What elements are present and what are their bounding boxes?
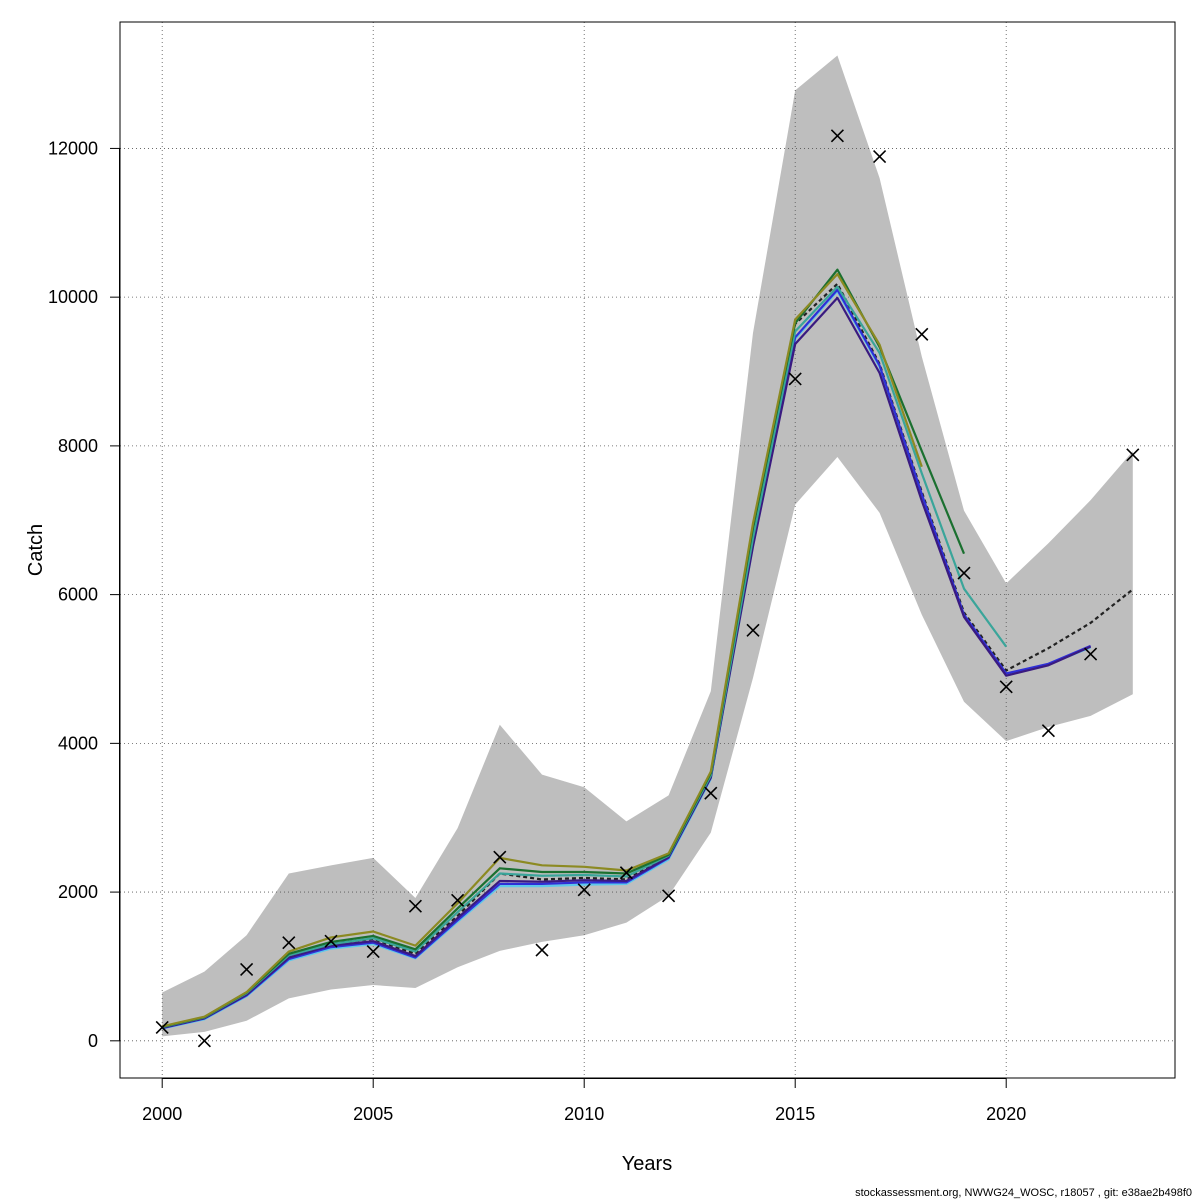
observed-point — [873, 150, 887, 164]
confidence-band-layer — [162, 55, 1133, 1037]
x-tick-label: 2000 — [142, 1104, 182, 1124]
observed-point — [830, 129, 844, 143]
observed-point — [957, 566, 971, 580]
confidence-band — [162, 55, 1133, 1037]
series-line-3 — [161, 288, 1092, 1030]
series-layer — [161, 268, 1134, 1030]
observed-point — [324, 934, 338, 948]
observed-point — [1126, 448, 1140, 462]
observed-point — [999, 680, 1013, 694]
y-tick-label: 2000 — [58, 882, 98, 902]
observed-point — [662, 889, 676, 903]
y-tick-label: 12000 — [48, 138, 98, 158]
series-line-4 — [161, 296, 1092, 1029]
observed-point — [155, 1020, 169, 1034]
observed-point — [282, 936, 296, 950]
y-tick-label: 8000 — [58, 436, 98, 456]
observed-point — [366, 945, 380, 959]
observed-point — [493, 850, 507, 864]
observed-points-layer — [155, 129, 1140, 1048]
x-tick-label: 2020 — [986, 1104, 1026, 1124]
footer-credit: stockassessment.org, NWWG24_WOSC, r18057… — [855, 1187, 1192, 1199]
observed-point — [788, 372, 802, 386]
series-line-7 — [161, 273, 923, 1028]
y-tick-label: 4000 — [58, 733, 98, 753]
observed-point — [197, 1034, 211, 1048]
observed-point — [915, 327, 929, 341]
y-tick-label: 10000 — [48, 287, 98, 307]
observed-point — [577, 883, 591, 897]
observed-point — [619, 866, 633, 880]
observed-point — [408, 899, 422, 913]
x-tick-label: 2010 — [564, 1104, 604, 1124]
y-tick-label: 6000 — [58, 585, 98, 605]
x-tick-label: 2005 — [353, 1104, 393, 1124]
observed-point — [704, 786, 718, 800]
y-axis-title: Catch — [25, 524, 47, 576]
observed-point — [535, 943, 549, 957]
observed-point — [746, 623, 760, 637]
observed-point — [451, 893, 465, 907]
series-line-6 — [161, 268, 966, 1028]
observed-point — [240, 962, 254, 976]
series-line-5 — [161, 285, 1008, 1029]
y-tick-label: 0 — [88, 1031, 98, 1051]
grid-layer — [120, 22, 1175, 1078]
observed-point — [1041, 724, 1055, 738]
x-tick-label: 2015 — [775, 1104, 815, 1124]
axes-layer: 2000 2005 2010 2015 2020 0 2000 4000 6000 8000 100… — [48, 138, 1026, 1124]
observed-point — [1084, 647, 1098, 661]
x-axis-title: Years — [622, 1153, 672, 1175]
